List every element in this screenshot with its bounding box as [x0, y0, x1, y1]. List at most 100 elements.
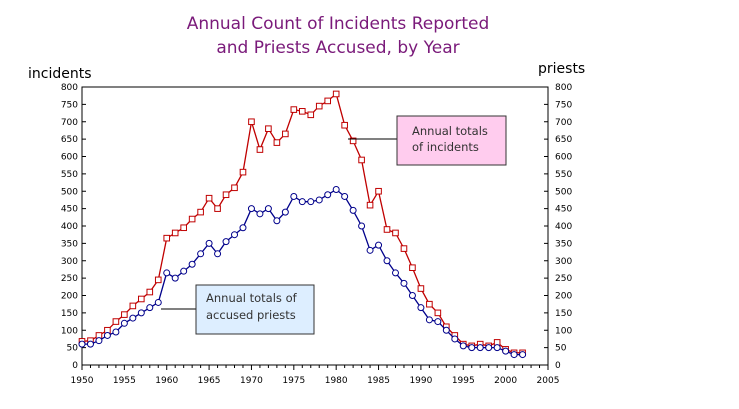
priests-point [180, 267, 188, 275]
incidents-point [400, 245, 408, 252]
chart-title-line-2: and Priests Accused, by Year [216, 38, 459, 58]
y-tick-label-left: 150 [61, 309, 78, 319]
y-tick-label-right: 0 [555, 361, 561, 371]
priests-point [366, 246, 374, 254]
incidents-point [171, 229, 179, 237]
y-tick-label-right: 100 [555, 326, 572, 336]
priests-point [315, 196, 323, 204]
x-tick-label: 1985 [367, 376, 390, 386]
y-tick-label-left: 250 [61, 274, 78, 284]
y-tick-label-left: 0 [72, 361, 78, 371]
callout-text-line-1: Annual totals [412, 124, 488, 138]
incidents-point [222, 191, 230, 199]
y-tick-label-right: 300 [555, 257, 572, 267]
priests-point [519, 351, 527, 359]
y-tick-label-right: 50 [555, 344, 567, 354]
priests-point [408, 292, 416, 299]
incidents-point [290, 106, 298, 113]
priests-point [332, 186, 340, 194]
incidents-point [358, 156, 365, 164]
incidents-point [434, 309, 442, 317]
incidents-point [298, 108, 306, 115]
priests-point [434, 318, 442, 326]
y-tick-label-right: 400 [555, 222, 572, 232]
x-tick-label: 1970 [240, 376, 263, 386]
callout-box [396, 115, 507, 166]
y-tick-label-right: 750 [555, 100, 572, 110]
priests-point [146, 304, 154, 312]
priests-point [510, 351, 518, 359]
y-axis-right-label: priests [538, 61, 585, 77]
incidents-point [146, 288, 154, 296]
priests-point [256, 210, 264, 218]
y-tick-label-right: 600 [555, 153, 572, 163]
y-tick-label-left: 200 [61, 292, 78, 302]
y-tick-label-right: 250 [555, 274, 572, 284]
x-tick-label: 2000 [494, 376, 517, 386]
priests-point [391, 269, 399, 277]
priests-point [417, 304, 425, 312]
incidents-point [256, 146, 264, 153]
priests-point [468, 344, 476, 352]
incidents-callout: Annual totals of incidents [348, 115, 507, 166]
incidents-point [129, 302, 137, 310]
x-tick-label: 1955 [113, 376, 136, 386]
callout-text-line-1: Annual totals of [206, 291, 298, 305]
priests-point [307, 198, 315, 206]
y-axis-left-label: incidents [28, 66, 92, 82]
incidents-point [409, 264, 416, 271]
incidents-point [239, 168, 247, 176]
x-tick-label: 2005 [537, 376, 560, 386]
y-tick-label-left: 600 [61, 153, 78, 163]
y-tick-label-left: 650 [61, 135, 78, 145]
incidents-point [341, 121, 348, 129]
priests-point [188, 260, 196, 268]
incidents-point [273, 139, 281, 146]
priests-point [129, 314, 137, 322]
incidents-point [197, 208, 204, 216]
priests-point [476, 344, 484, 352]
priests-point [214, 250, 222, 258]
incidents-point [383, 226, 391, 233]
incidents-point [426, 300, 433, 308]
x-tick-label: 1980 [325, 376, 348, 386]
incidents-point [231, 184, 238, 192]
priests-point [400, 279, 408, 287]
priests-point [349, 206, 357, 214]
priests-point [120, 319, 128, 327]
incidents-point [332, 90, 340, 98]
incidents-point [282, 130, 289, 138]
priests-point [205, 239, 213, 247]
priests-point [375, 241, 383, 249]
plot-area: 0 0 50 50 100 100 150 150 200 200 250 250 300 300 350 3… [61, 83, 573, 386]
y-tick-label-left: 450 [61, 205, 78, 215]
priests-point [247, 205, 255, 213]
priests-point [95, 337, 103, 345]
priests-point [171, 274, 179, 282]
y-tick-label-left: 100 [61, 326, 78, 336]
y-tick-label-right: 200 [555, 292, 572, 302]
incidents-point [417, 285, 425, 292]
incidents-point [307, 111, 315, 119]
y-tick-label-right: 150 [555, 309, 572, 319]
priests-point [222, 238, 230, 246]
incidents-point [205, 194, 213, 202]
incidents-point [324, 97, 332, 105]
priests-point [86, 340, 94, 348]
priests-point [290, 192, 298, 200]
x-tick-label: 1960 [155, 376, 178, 386]
incidents-point [138, 295, 145, 303]
priests-point [459, 342, 467, 350]
priests-point [425, 316, 433, 324]
series-priests [78, 186, 527, 359]
priests-point [298, 198, 306, 206]
priests-point [264, 205, 272, 213]
x-tick-label: 1965 [198, 376, 221, 386]
incidents-point [163, 234, 171, 242]
chart-title-line-1: Annual Count of Incidents Reported [187, 14, 490, 34]
priests-point [502, 347, 510, 355]
priests-point [451, 335, 459, 343]
priests-point [281, 208, 289, 216]
